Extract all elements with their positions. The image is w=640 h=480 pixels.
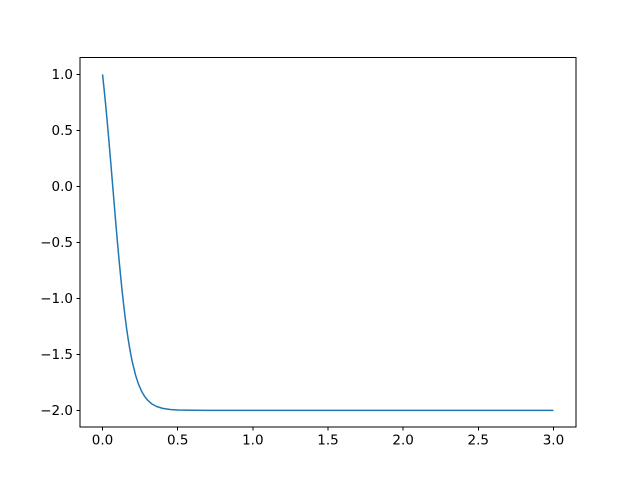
x-tick-label: 0.5 <box>167 433 188 449</box>
y-tick-label: 0.5 <box>52 123 73 139</box>
axes-spines <box>79 57 577 428</box>
x-tick-label: 0.0 <box>92 433 113 449</box>
y-tick-label: −0.5 <box>40 235 73 251</box>
x-tick-label: 2.5 <box>468 433 489 449</box>
x-tick-label: 3.0 <box>543 433 564 449</box>
y-tick-label: 1.0 <box>52 67 73 83</box>
x-tick-label: 1.0 <box>242 433 263 449</box>
y-tick-label: 0.0 <box>52 179 73 195</box>
y-tick-label: −1.0 <box>40 291 73 307</box>
y-tick-label: −1.5 <box>40 347 73 363</box>
series-line <box>101 74 554 412</box>
x-tick-label: 1.5 <box>317 433 338 449</box>
y-tick-label: −2.0 <box>40 403 73 419</box>
x-tick-label: 2.0 <box>392 433 413 449</box>
